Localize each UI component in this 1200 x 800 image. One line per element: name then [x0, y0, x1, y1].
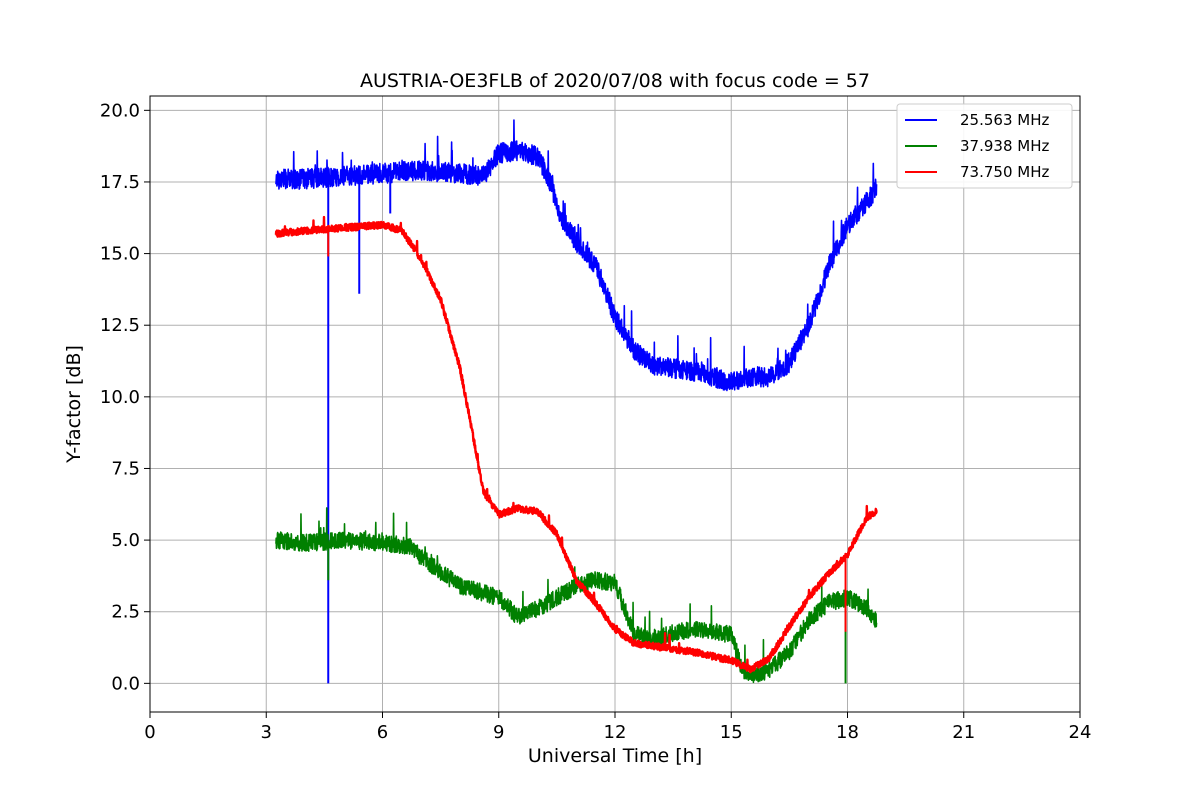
x-tick-label: 24	[1069, 722, 1092, 743]
x-tick-label: 12	[604, 722, 627, 743]
x-tick-label: 21	[952, 722, 975, 743]
legend-entry-label: 25.563 MHz	[960, 111, 1049, 129]
y-tick-label: 7.5	[111, 458, 140, 479]
y-tick-label: 15.0	[100, 244, 140, 265]
y-axis-label: Y-factor [dB]	[63, 345, 85, 464]
chart-canvas: 0 3 6 9 12 15 18 21 24 0.0 2.5 5.0 7.5 10.0 12.5 15.0 17…	[0, 0, 1200, 800]
y-tick-label: 17.5	[100, 172, 140, 193]
y-tick-label: 10.0	[100, 387, 140, 408]
legend-entry-label: 73.750 MHz	[960, 163, 1049, 181]
x-tick-label: 3	[261, 722, 272, 743]
x-axis-label: Universal Time [h]	[528, 745, 702, 767]
chart-title: AUSTRIA-OE3FLB of 2020/07/08 with focus …	[360, 70, 870, 92]
y-tick-label: 5.0	[111, 530, 140, 551]
x-tick-label: 15	[720, 722, 743, 743]
x-tick-label: 18	[836, 722, 859, 743]
y-tick-label: 2.5	[111, 602, 140, 623]
x-tick-label: 9	[493, 722, 504, 743]
y-tick-label: 20.0	[100, 100, 140, 121]
legend-entry-label: 37.938 MHz	[960, 137, 1049, 155]
y-tick-label: 0.0	[111, 673, 140, 694]
legend: 25.563 MHz 37.938 MHz 73.750 MHz	[897, 104, 1072, 188]
y-tick-label: 12.5	[100, 315, 140, 336]
x-tick-label: 6	[377, 722, 388, 743]
x-tick-label: 0	[144, 722, 155, 743]
